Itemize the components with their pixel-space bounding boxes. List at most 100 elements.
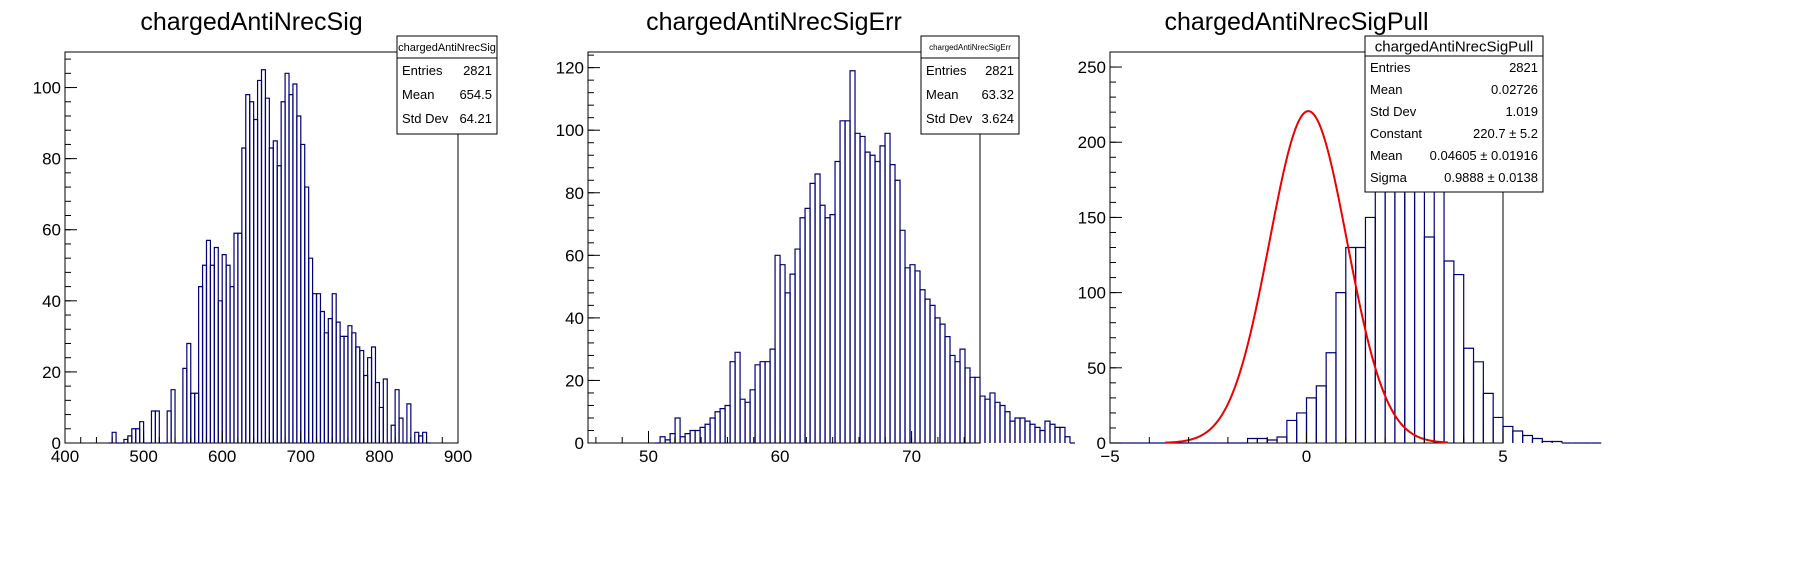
histogram-bin [1305, 397, 1317, 443]
histogram-bin [1049, 423, 1056, 443]
y-tick-label: 100 [556, 121, 584, 140]
histogram-bin [734, 351, 741, 443]
histogram-bin [729, 361, 736, 443]
plot-frame [587, 51, 981, 444]
histogram-bin [422, 431, 428, 443]
histogram-bin [170, 389, 176, 443]
histogram-bin [819, 204, 826, 443]
histogram-bin [1315, 385, 1327, 443]
histogram-bin [844, 120, 851, 443]
histogram-bin [1296, 412, 1308, 443]
histogram-bin [1256, 437, 1268, 443]
histogram-bin [111, 431, 117, 443]
histogram-bin [398, 417, 404, 443]
stats-value: 3.624 [981, 111, 1014, 126]
histogram-bin [1472, 361, 1484, 443]
stats-label: Entries [402, 63, 443, 78]
histogram-bin [1019, 417, 1026, 443]
x-tick-label: 70 [902, 447, 921, 466]
y-tick-label: 100 [33, 79, 61, 98]
histogram-bin [1512, 430, 1524, 443]
histogram-bin [779, 264, 786, 443]
y-tick-label: 200 [1078, 133, 1106, 152]
histogram-bin [679, 436, 686, 443]
x-tick-label: 60 [771, 447, 790, 466]
stats-label: Std Dev [1370, 104, 1417, 119]
y-tick-label: 80 [42, 150, 61, 169]
y-tick-label: 150 [1078, 208, 1106, 227]
histogram-bin [744, 401, 751, 443]
y-tick-label: 50 [1087, 359, 1106, 378]
histogram-bin [1453, 273, 1465, 443]
histogram-signal-error: chargedAntiNrecSigErr 0 20 40 60 80 100 120 50 60… [556, 8, 1075, 466]
y-tick-label: 0 [1097, 434, 1106, 453]
histogram-bin [959, 348, 966, 443]
histogram-bin [1004, 411, 1011, 443]
histogram-bin [1482, 392, 1494, 443]
histogram-bin [1335, 292, 1347, 443]
stats-value: 0.9888 ± 0.0138 [1444, 170, 1538, 185]
x-tick-label: 700 [287, 447, 315, 466]
histogram-bin [834, 160, 841, 443]
histogram-bin [689, 429, 696, 443]
histogram-bin [382, 378, 388, 443]
histogram-bin [1009, 420, 1016, 443]
stats-label: Mean [926, 87, 959, 102]
histogram-bin [394, 389, 400, 443]
histogram-bin [774, 254, 781, 443]
x-tick-label: 800 [365, 447, 393, 466]
stats-label: Sigma [1370, 170, 1408, 185]
y-tick-label: 0 [52, 434, 61, 453]
histogram-bin [984, 398, 991, 443]
y-tick-label: 250 [1078, 58, 1106, 77]
histogram-bin [1502, 425, 1514, 443]
histogram-bin [684, 433, 691, 443]
histogram-bin [894, 179, 901, 443]
histogram-bin [839, 120, 846, 443]
histogram-bin [914, 270, 921, 443]
stats-value: 0.04605 ± 0.01916 [1430, 148, 1538, 163]
histogram-bin [949, 354, 956, 443]
histogram-bin [939, 323, 946, 443]
stats-value: 654.5 [459, 87, 492, 102]
y-tick-label: 40 [565, 309, 584, 328]
histogram-bin [794, 248, 801, 443]
histogram-bin [694, 429, 701, 443]
histogram-bin [809, 182, 816, 443]
histogram-bin [1551, 440, 1563, 443]
histogram-bin [799, 217, 806, 443]
chart-panel-signal-pull: chargedAntiNrecSigPull 0 50 100 150 200 250 −5 0… [1078, 0, 1797, 571]
y-tick-label: 80 [565, 184, 584, 203]
histogram-bin [719, 407, 726, 443]
histogram-bin [904, 267, 911, 443]
histogram-bin [1433, 186, 1445, 443]
stats-value: 0.02726 [1491, 82, 1538, 97]
y-tick-label: 40 [42, 292, 61, 311]
histogram-bin [1064, 436, 1071, 443]
histogram-bin [1246, 437, 1258, 443]
histogram-bin [1034, 426, 1041, 443]
stats-box [396, 35, 498, 135]
y-tick-label: 0 [575, 434, 584, 453]
stats-value: 1.019 [1505, 104, 1538, 119]
histogram-bin [899, 229, 906, 443]
histogram-bin [1463, 347, 1475, 443]
histogram-bin [739, 398, 746, 443]
stats-header: chargedAntiNrecSigPull [1375, 38, 1533, 55]
histogram-bin [1541, 440, 1553, 443]
histogram-bin [759, 361, 766, 443]
histogram-bin [1044, 420, 1051, 443]
histogram-bin [879, 145, 886, 443]
x-tick-label: 500 [129, 447, 157, 466]
histogram-bin [1276, 436, 1288, 443]
chart-panel-signal-error: chargedAntiNrecSigErr 0 20 40 60 80 100 120 50 60… [556, 0, 1198, 571]
histogram-bin [1492, 416, 1504, 443]
histogram-bin [964, 367, 971, 443]
histogram-bin [889, 164, 896, 443]
histogram-bin [824, 217, 831, 443]
stats-value: 2821 [985, 63, 1014, 78]
histogram-bin [1054, 426, 1061, 443]
histogram-bin [854, 132, 861, 443]
histogram-bin [1531, 437, 1543, 443]
